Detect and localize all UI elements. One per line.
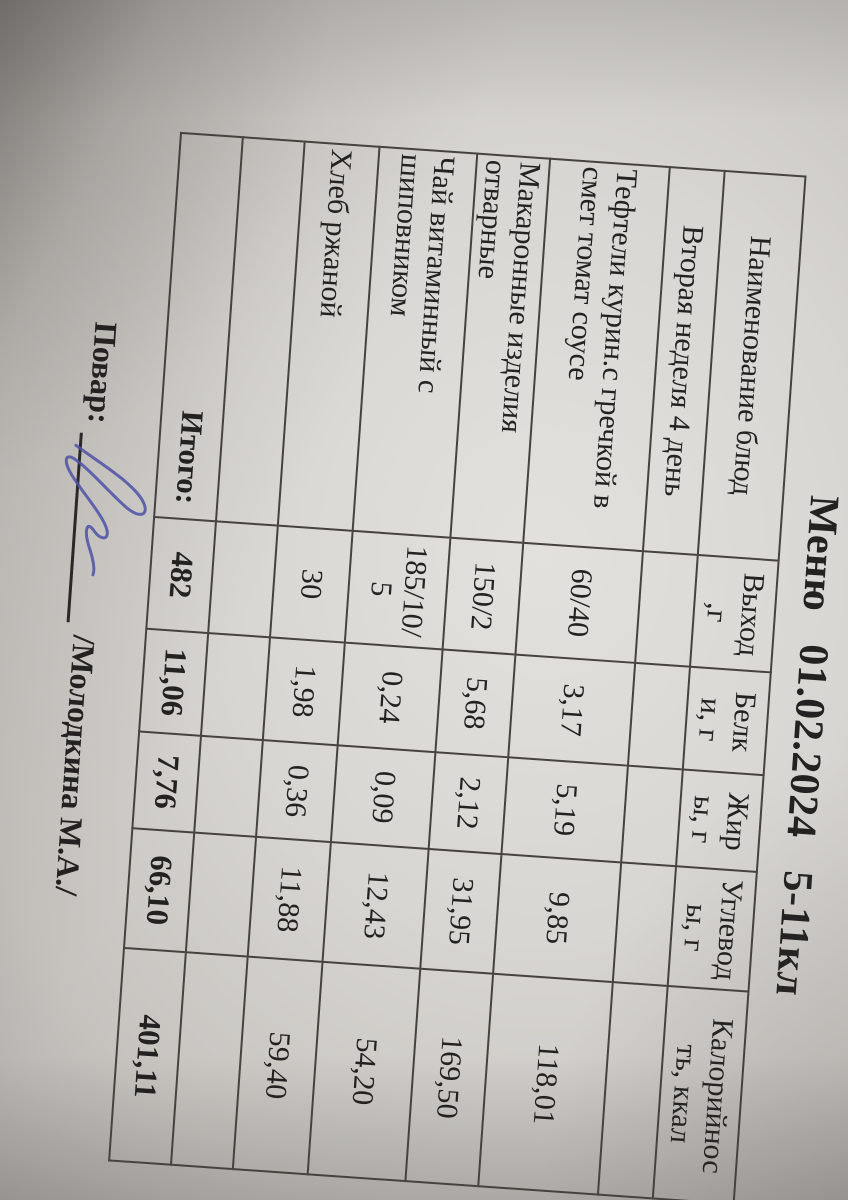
cell-kcal: 54,20 — [307, 961, 421, 1182]
cell-protein: 11,06 — [138, 628, 208, 736]
cell-carbs: 31,95 — [420, 848, 502, 974]
header-calories: Калорийнос ть, ккал — [652, 985, 749, 1200]
cell-carbs: 11,88 — [247, 836, 331, 962]
cell-fat: 5,19 — [501, 757, 628, 863]
cell-protein: 5,68 — [435, 649, 516, 758]
cell-output — [207, 521, 278, 638]
menu-table: Наименование блюд Выход ,г Белк и, г Жир… — [108, 132, 807, 1200]
cook-name: /Молодкина М.А./ — [48, 633, 103, 897]
cell-output: 482 — [146, 516, 216, 634]
cell-fat: 0,36 — [255, 740, 338, 843]
cell-output: 185/10/ 5 — [344, 530, 451, 650]
header-carbs: Углевод ы, г — [667, 866, 757, 992]
header-fat: Жир ы, г — [676, 769, 764, 872]
cook-label: Повар: — [81, 320, 125, 426]
cell-output — [635, 551, 698, 667]
header-protein: Белк и, г — [682, 666, 771, 776]
cell-output: 30 — [269, 525, 353, 643]
cell-kcal: 169,50 — [405, 968, 494, 1187]
cell-output: 60/40 — [515, 542, 643, 663]
cell-carbs — [185, 832, 256, 957]
cell-protein: 3,17 — [508, 654, 636, 766]
cell-carbs: 12,43 — [322, 842, 429, 969]
cell-protein — [200, 633, 270, 741]
cell-carbs: 9,85 — [493, 854, 622, 983]
cell-kcal: 118,01 — [478, 973, 613, 1195]
cell-kcal: 59,40 — [232, 956, 323, 1175]
cell-protein: 1,98 — [262, 637, 345, 746]
cell-carbs — [612, 862, 677, 986]
cell-fat: 7,76 — [132, 731, 201, 833]
cell-fat — [621, 765, 683, 867]
signature-row: Повар: /Молодкина М.А./ — [48, 321, 125, 897]
signature-line — [66, 432, 117, 625]
header-output: Выход ,г — [689, 554, 779, 673]
cell-fat — [194, 735, 263, 837]
cell-output: 150/2 — [442, 537, 524, 655]
cell-carbs: 66,10 — [123, 828, 195, 953]
cell-fat: 2,12 — [428, 752, 509, 855]
cell-protein: 0,24 — [337, 642, 443, 753]
cell-fat: 0,09 — [330, 745, 436, 849]
cell-protein — [627, 662, 690, 770]
